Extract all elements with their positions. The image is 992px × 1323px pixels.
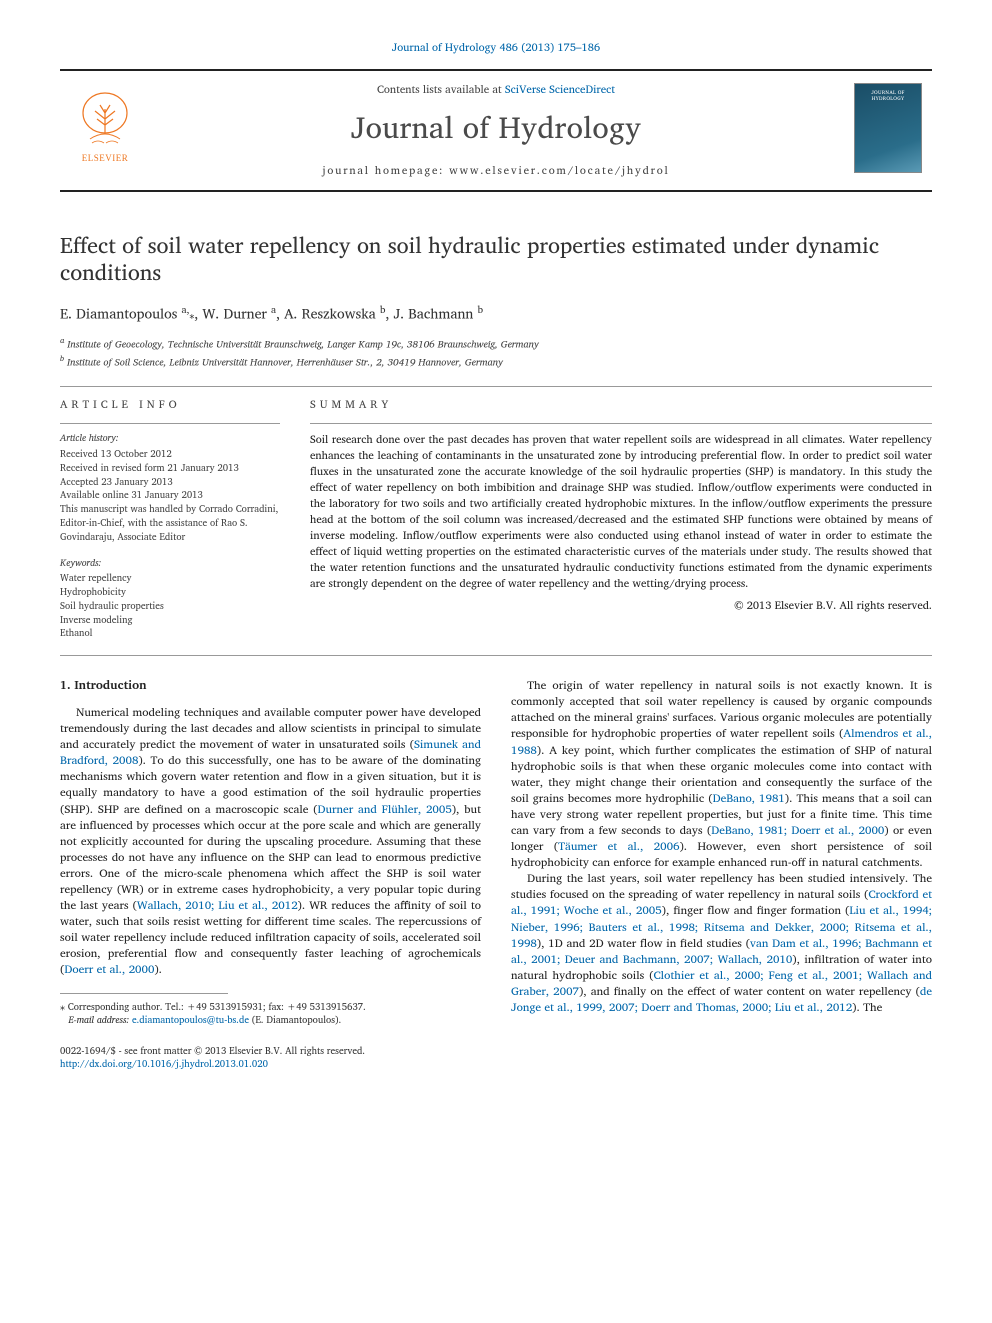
article-info-block: ARTICLE INFO Article history: Received 1…	[60, 397, 280, 641]
corr-email[interactable]: e.diamantopoulos@tu-bs.de	[132, 1013, 249, 1028]
keyword: Hydrophobicity	[60, 586, 280, 600]
divider-bottom	[60, 655, 932, 656]
affiliation-a: a Institute of Geoecology, Technische Un…	[60, 334, 932, 352]
meta-row: ARTICLE INFO Article history: Received 1…	[60, 397, 932, 641]
history-line: Received in revised form 21 January 2013	[60, 462, 280, 476]
summary-text: Soil research done over the past decades…	[310, 432, 932, 591]
info-divider	[60, 423, 280, 424]
cover-thumb-cell: JOURNAL OF HYDROLOGY	[842, 71, 932, 189]
elsevier-tree-logo: ELSEVIER	[70, 89, 140, 167]
affiliation-b: b Institute of Soil Science, Leibniz Uni…	[60, 352, 932, 370]
keyword: Water repellency	[60, 572, 280, 586]
journal-cover-thumb: JOURNAL OF HYDROLOGY	[854, 83, 922, 173]
history-label: Article history:	[60, 432, 280, 446]
history-line: Available online 31 January 2013	[60, 489, 280, 503]
corresponding-footnote: ⁎ Corresponding author. Tel.: +49 531391…	[60, 1000, 481, 1028]
email-label: E-mail address:	[68, 1013, 129, 1028]
history-line: This manuscript was handled by Corrado C…	[60, 503, 280, 544]
homepage-prefix: journal homepage:	[322, 161, 449, 179]
body-columns: 1. Introduction Numerical modeling techn…	[60, 678, 932, 1072]
intro-para-1: Numerical modeling techniques and availa…	[60, 705, 481, 979]
contents-line: Contents lists available at SciVerse Sci…	[150, 82, 842, 97]
column-right: The origin of water repellency in natura…	[511, 678, 932, 1072]
column-left: 1. Introduction Numerical modeling techn…	[60, 678, 481, 1072]
divider-top	[60, 386, 932, 387]
email-owner: (E. Diamantopoulos).	[252, 1013, 341, 1028]
intro-para-3: During the last years, soil water repell…	[511, 871, 932, 1016]
history-line: Received 13 October 2012	[60, 448, 280, 462]
affiliations: a Institute of Geoecology, Technische Un…	[60, 334, 932, 371]
intro-para-2: The origin of water repellency in natura…	[511, 678, 932, 871]
keyword: Ethanol	[60, 627, 280, 641]
article-info-heading: ARTICLE INFO	[60, 397, 280, 413]
summary-block: SUMMARY Soil research done over the past…	[310, 397, 932, 641]
issn-line: 0022-1694/$ - see front matter © 2013 El…	[60, 1045, 481, 1058]
keyword: Soil hydraulic properties	[60, 600, 280, 614]
homepage-line: journal homepage: www.elsevier.com/locat…	[150, 163, 842, 178]
svg-text:ELSEVIER: ELSEVIER	[82, 153, 129, 163]
summary-heading: SUMMARY	[310, 397, 932, 413]
top-citation: Journal of Hydrology 486 (2013) 175–186	[60, 40, 932, 55]
keyword: Inverse modeling	[60, 614, 280, 628]
star-icon: ⁎	[60, 999, 65, 1015]
doi-link[interactable]: http://dx.doi.org/10.1016/j.jhydrol.2013…	[60, 1058, 481, 1071]
masthead: ELSEVIER Contents lists available at Sci…	[60, 69, 932, 191]
keywords-label: Keywords:	[60, 557, 280, 571]
journal-name: Journal of Hydrology	[150, 107, 842, 149]
article-title: Effect of soil water repellency on soil …	[60, 232, 932, 287]
masthead-center: Contents lists available at SciVerse Sci…	[150, 72, 842, 189]
cover-thumb-caption: JOURNAL OF HYDROLOGY	[859, 90, 917, 102]
summary-divider	[310, 423, 932, 424]
author-list: E. Diamantopoulos a,⁎, W. Durner a, A. R…	[60, 303, 932, 324]
summary-copyright: © 2013 Elsevier B.V. All rights reserved…	[310, 598, 932, 614]
sciencedirect-link[interactable]: SciVerse ScienceDirect	[505, 80, 615, 98]
history-line: Accepted 23 January 2013	[60, 476, 280, 490]
homepage-url[interactable]: www.elsevier.com/locate/jhydrol	[449, 161, 670, 179]
footnote-separator	[60, 993, 228, 994]
intro-heading: 1. Introduction	[60, 678, 481, 695]
publisher-logo-cell: ELSEVIER	[60, 77, 150, 183]
contents-prefix: Contents lists available at	[377, 80, 505, 98]
bottom-meta: 0022-1694/$ - see front matter © 2013 El…	[60, 1045, 481, 1072]
